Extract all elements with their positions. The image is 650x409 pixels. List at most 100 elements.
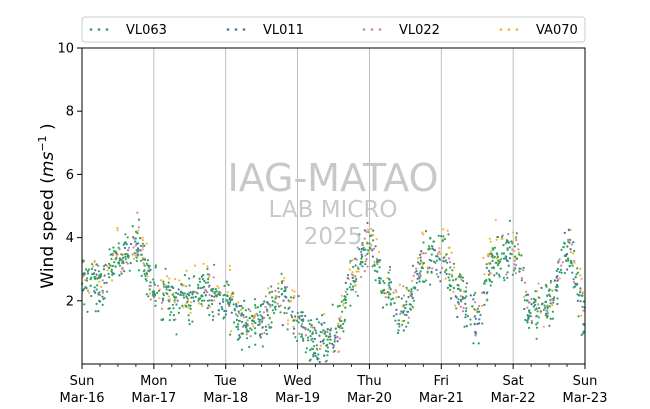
data-point [251,322,254,325]
data-point [420,250,423,253]
y-axis-label-suffix: ) [38,123,58,135]
data-point [549,299,552,302]
legend-marker [378,28,382,31]
data-point [250,328,253,331]
data-point [252,325,255,328]
data-point [502,276,505,279]
data-point [387,277,391,280]
data-point [438,250,441,253]
data-point [249,310,252,313]
data-point [164,267,167,270]
data-point [494,219,497,222]
data-point [507,264,510,267]
data-point [95,273,98,276]
data-point [506,248,509,251]
data-point [185,285,188,288]
data-point [135,256,138,259]
data-point [320,323,323,326]
data-point [391,297,395,300]
data-point [483,291,486,294]
data-point [422,233,425,236]
data-point [123,246,127,250]
data-point [117,261,120,264]
data-point [582,300,585,303]
data-point [458,275,461,278]
data-point [302,337,305,340]
data-point [539,311,542,314]
data-point [432,240,436,243]
data-point [449,288,452,291]
data-point [376,263,379,266]
data-point [120,253,123,256]
data-point [152,281,156,284]
data-point [260,320,264,323]
data-point [511,248,514,251]
data-point [386,276,389,279]
data-point [513,250,516,253]
data-point [307,336,310,339]
data-point [170,311,173,314]
data-point [215,294,218,297]
data-point [223,309,226,313]
data-point [465,295,468,298]
data-point [483,303,486,306]
data-point [459,299,462,302]
data-point [450,285,453,288]
data-point [179,293,182,296]
data-point [387,284,390,287]
data-point [549,295,552,298]
data-point [366,265,369,268]
data-point [353,275,356,278]
data-point [563,254,567,257]
data-point [556,283,559,287]
data-point [385,292,388,295]
data-point [520,279,523,282]
data-point [386,291,389,294]
data-point [318,347,322,350]
data-point [186,292,189,296]
data-point [297,295,300,298]
data-point [496,255,499,258]
data-point [577,315,580,318]
data-point [237,310,240,313]
data-point [92,265,95,268]
data-point [288,306,291,309]
data-point [333,338,336,341]
data-point [537,296,540,299]
data-point [456,315,459,319]
data-point [462,279,465,283]
data-point [145,293,148,296]
data-point [168,300,171,303]
data-point [265,332,269,336]
data-point [477,342,480,345]
data-point [301,311,304,314]
data-point [566,257,570,260]
data-point [122,243,125,246]
data-point [506,271,509,274]
data-point [459,289,462,292]
data-point [91,263,94,266]
data-point [488,237,491,240]
data-point [577,294,581,297]
data-point [182,296,186,299]
data-point [310,319,313,322]
legend-marker [234,28,238,31]
data-point [485,278,488,282]
data-point [189,307,192,310]
legend-label: VL011 [263,23,304,38]
data-point [459,275,462,279]
data-point [461,276,464,279]
data-point [191,290,194,294]
data-point [426,270,429,273]
data-point [326,330,329,333]
data-point [530,321,533,325]
data-point [210,299,214,302]
data-point [460,278,463,281]
data-point [113,272,116,275]
legend-marker [499,28,503,31]
data-point [243,299,246,302]
data-point [290,299,293,302]
data-point [574,282,577,285]
data-point [568,241,571,244]
data-point [194,295,197,298]
